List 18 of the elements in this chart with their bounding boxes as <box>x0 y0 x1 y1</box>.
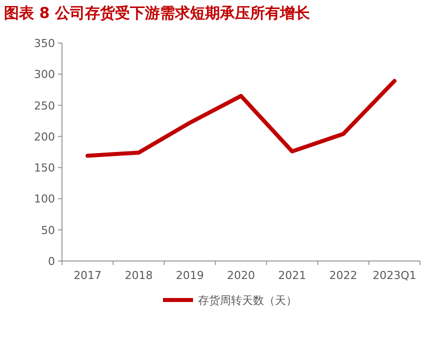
x-tick-label: 2017 <box>74 269 102 282</box>
chart-title: 图表 8 公司存货受下游需求短期承压所有增长 <box>4 4 311 22</box>
y-tick-label: 0 <box>48 255 55 268</box>
y-tick-label: 100 <box>34 192 55 206</box>
y-tick-label: 150 <box>34 162 55 175</box>
x-tick-label: 2018 <box>124 269 153 282</box>
legend-label: 存货周转天数（天） <box>198 294 297 307</box>
x-tick-label: 2023Q1 <box>372 269 416 282</box>
line-series <box>86 78 396 158</box>
y-tick-label: 300 <box>34 68 55 82</box>
y-tick-label: 350 <box>34 37 55 50</box>
y-tick-label: 50 <box>41 224 55 237</box>
x-tick-label: 2020 <box>227 269 255 282</box>
y-tick-label: 200 <box>34 130 55 144</box>
x-tick-label: 2021 <box>278 269 306 282</box>
y-tick-label: 250 <box>34 99 55 112</box>
x-tick-label: 2019 <box>176 269 204 282</box>
x-tick-label: 2022 <box>329 269 358 282</box>
